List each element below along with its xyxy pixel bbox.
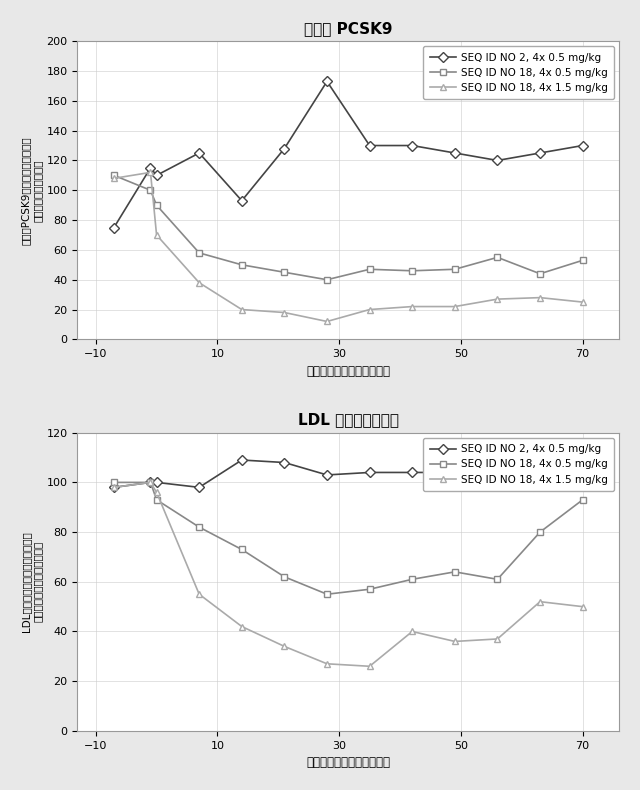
SEQ ID NO 18, 4x 1.5 mg/kg <box>280 308 288 318</box>
SEQ ID NO 18, 4x 0.5 mg/kg <box>153 201 161 210</box>
SEQ ID NO 18, 4x 0.5 mg/kg <box>153 495 161 505</box>
SEQ ID NO 2, 4x 0.5 mg/kg <box>280 457 288 467</box>
Line: SEQ ID NO 2, 4x 0.5 mg/kg: SEQ ID NO 2, 4x 0.5 mg/kg <box>111 78 586 231</box>
SEQ ID NO 18, 4x 0.5 mg/kg <box>323 275 331 284</box>
Line: SEQ ID NO 18, 4x 0.5 mg/kg: SEQ ID NO 18, 4x 0.5 mg/kg <box>111 479 586 598</box>
SEQ ID NO 18, 4x 1.5 mg/kg <box>493 295 501 304</box>
SEQ ID NO 18, 4x 1.5 mg/kg <box>408 626 416 636</box>
SEQ ID NO 18, 4x 1.5 mg/kg <box>536 293 544 303</box>
SEQ ID NO 2, 4x 0.5 mg/kg <box>493 472 501 482</box>
SEQ ID NO 18, 4x 0.5 mg/kg <box>536 528 544 537</box>
SEQ ID NO 2, 4x 0.5 mg/kg <box>280 144 288 153</box>
SEQ ID NO 2, 4x 0.5 mg/kg <box>147 478 154 487</box>
SEQ ID NO 18, 4x 1.5 mg/kg <box>147 478 154 487</box>
SEQ ID NO 18, 4x 0.5 mg/kg <box>323 589 331 599</box>
SEQ ID NO 2, 4x 0.5 mg/kg <box>238 196 246 205</box>
SEQ ID NO 18, 4x 0.5 mg/kg <box>493 574 501 584</box>
SEQ ID NO 18, 4x 1.5 mg/kg <box>147 167 154 177</box>
SEQ ID NO 18, 4x 1.5 mg/kg <box>110 483 118 492</box>
SEQ ID NO 18, 4x 0.5 mg/kg <box>451 265 459 274</box>
SEQ ID NO 2, 4x 0.5 mg/kg <box>323 470 331 480</box>
Legend: SEQ ID NO 2, 4x 0.5 mg/kg, SEQ ID NO 18, 4x 0.5 mg/kg, SEQ ID NO 18, 4x 1.5 mg/k: SEQ ID NO 2, 4x 0.5 mg/kg, SEQ ID NO 18,… <box>423 47 614 100</box>
X-axis label: 時間（調査開始後の日数）: 時間（調査開始後の日数） <box>307 365 390 378</box>
SEQ ID NO 18, 4x 1.5 mg/kg <box>195 278 203 288</box>
SEQ ID NO 2, 4x 0.5 mg/kg <box>195 483 203 492</box>
SEQ ID NO 18, 4x 1.5 mg/kg <box>579 297 586 307</box>
Y-axis label: 血漿中PCSK9（平均投薬前レベル
に対するパーセント）: 血漿中PCSK9（平均投薬前レベル に対するパーセント） <box>21 136 42 245</box>
SEQ ID NO 2, 4x 0.5 mg/kg <box>110 223 118 232</box>
SEQ ID NO 18, 4x 1.5 mg/kg <box>280 641 288 651</box>
SEQ ID NO 18, 4x 1.5 mg/kg <box>579 602 586 611</box>
SEQ ID NO 18, 4x 1.5 mg/kg <box>153 487 161 497</box>
SEQ ID NO 18, 4x 0.5 mg/kg <box>579 256 586 265</box>
SEQ ID NO 2, 4x 0.5 mg/kg <box>579 470 586 480</box>
SEQ ID NO 2, 4x 0.5 mg/kg <box>147 164 154 173</box>
SEQ ID NO 18, 4x 1.5 mg/kg <box>366 661 374 671</box>
SEQ ID NO 2, 4x 0.5 mg/kg <box>579 141 586 150</box>
SEQ ID NO 18, 4x 1.5 mg/kg <box>408 302 416 311</box>
SEQ ID NO 18, 4x 0.5 mg/kg <box>147 478 154 487</box>
SEQ ID NO 18, 4x 0.5 mg/kg <box>110 171 118 180</box>
Title: 血漿中 PCSK9: 血漿中 PCSK9 <box>304 21 392 36</box>
X-axis label: 時間（調査開始後の日数）: 時間（調査開始後の日数） <box>307 756 390 769</box>
Line: SEQ ID NO 18, 4x 1.5 mg/kg: SEQ ID NO 18, 4x 1.5 mg/kg <box>111 169 586 325</box>
SEQ ID NO 2, 4x 0.5 mg/kg <box>408 141 416 150</box>
Y-axis label: LDLコレステロール（平均投薬前
レベルに対するパーセント）: LDLコレステロール（平均投薬前 レベルに対するパーセント） <box>21 532 42 632</box>
SEQ ID NO 18, 4x 1.5 mg/kg <box>366 305 374 314</box>
SEQ ID NO 18, 4x 1.5 mg/kg <box>110 174 118 183</box>
SEQ ID NO 18, 4x 0.5 mg/kg <box>195 248 203 258</box>
SEQ ID NO 2, 4x 0.5 mg/kg <box>110 483 118 492</box>
SEQ ID NO 2, 4x 0.5 mg/kg <box>153 171 161 180</box>
Legend: SEQ ID NO 2, 4x 0.5 mg/kg, SEQ ID NO 18, 4x 0.5 mg/kg, SEQ ID NO 18, 4x 1.5 mg/k: SEQ ID NO 2, 4x 0.5 mg/kg, SEQ ID NO 18,… <box>423 438 614 491</box>
SEQ ID NO 18, 4x 0.5 mg/kg <box>238 545 246 555</box>
SEQ ID NO 2, 4x 0.5 mg/kg <box>451 468 459 477</box>
SEQ ID NO 18, 4x 0.5 mg/kg <box>408 266 416 276</box>
SEQ ID NO 18, 4x 1.5 mg/kg <box>451 637 459 646</box>
Title: LDL コレステロール: LDL コレステロール <box>298 412 399 427</box>
SEQ ID NO 18, 4x 1.5 mg/kg <box>451 302 459 311</box>
SEQ ID NO 18, 4x 1.5 mg/kg <box>323 317 331 326</box>
SEQ ID NO 18, 4x 0.5 mg/kg <box>280 268 288 277</box>
SEQ ID NO 18, 4x 1.5 mg/kg <box>153 230 161 239</box>
SEQ ID NO 2, 4x 0.5 mg/kg <box>366 141 374 150</box>
SEQ ID NO 18, 4x 1.5 mg/kg <box>195 589 203 599</box>
SEQ ID NO 18, 4x 0.5 mg/kg <box>408 574 416 584</box>
SEQ ID NO 2, 4x 0.5 mg/kg <box>195 149 203 158</box>
SEQ ID NO 2, 4x 0.5 mg/kg <box>536 478 544 487</box>
SEQ ID NO 18, 4x 1.5 mg/kg <box>323 659 331 668</box>
SEQ ID NO 18, 4x 0.5 mg/kg <box>280 572 288 581</box>
SEQ ID NO 18, 4x 0.5 mg/kg <box>147 186 154 195</box>
SEQ ID NO 18, 4x 1.5 mg/kg <box>493 634 501 644</box>
SEQ ID NO 18, 4x 0.5 mg/kg <box>110 478 118 487</box>
Line: SEQ ID NO 18, 4x 0.5 mg/kg: SEQ ID NO 18, 4x 0.5 mg/kg <box>111 172 586 283</box>
SEQ ID NO 2, 4x 0.5 mg/kg <box>493 156 501 165</box>
SEQ ID NO 18, 4x 0.5 mg/kg <box>579 495 586 505</box>
SEQ ID NO 18, 4x 1.5 mg/kg <box>238 305 246 314</box>
SEQ ID NO 2, 4x 0.5 mg/kg <box>153 478 161 487</box>
SEQ ID NO 2, 4x 0.5 mg/kg <box>408 468 416 477</box>
SEQ ID NO 2, 4x 0.5 mg/kg <box>366 468 374 477</box>
SEQ ID NO 18, 4x 0.5 mg/kg <box>493 253 501 262</box>
SEQ ID NO 18, 4x 0.5 mg/kg <box>238 260 246 269</box>
Line: SEQ ID NO 18, 4x 1.5 mg/kg: SEQ ID NO 18, 4x 1.5 mg/kg <box>111 479 586 670</box>
SEQ ID NO 18, 4x 0.5 mg/kg <box>366 585 374 594</box>
SEQ ID NO 2, 4x 0.5 mg/kg <box>238 455 246 465</box>
SEQ ID NO 18, 4x 0.5 mg/kg <box>195 522 203 532</box>
SEQ ID NO 2, 4x 0.5 mg/kg <box>536 149 544 158</box>
SEQ ID NO 18, 4x 0.5 mg/kg <box>536 269 544 279</box>
Line: SEQ ID NO 2, 4x 0.5 mg/kg: SEQ ID NO 2, 4x 0.5 mg/kg <box>111 457 586 491</box>
SEQ ID NO 18, 4x 0.5 mg/kg <box>451 567 459 577</box>
SEQ ID NO 2, 4x 0.5 mg/kg <box>451 149 459 158</box>
SEQ ID NO 18, 4x 1.5 mg/kg <box>536 597 544 607</box>
SEQ ID NO 18, 4x 1.5 mg/kg <box>238 622 246 631</box>
SEQ ID NO 2, 4x 0.5 mg/kg <box>323 77 331 86</box>
SEQ ID NO 18, 4x 0.5 mg/kg <box>366 265 374 274</box>
